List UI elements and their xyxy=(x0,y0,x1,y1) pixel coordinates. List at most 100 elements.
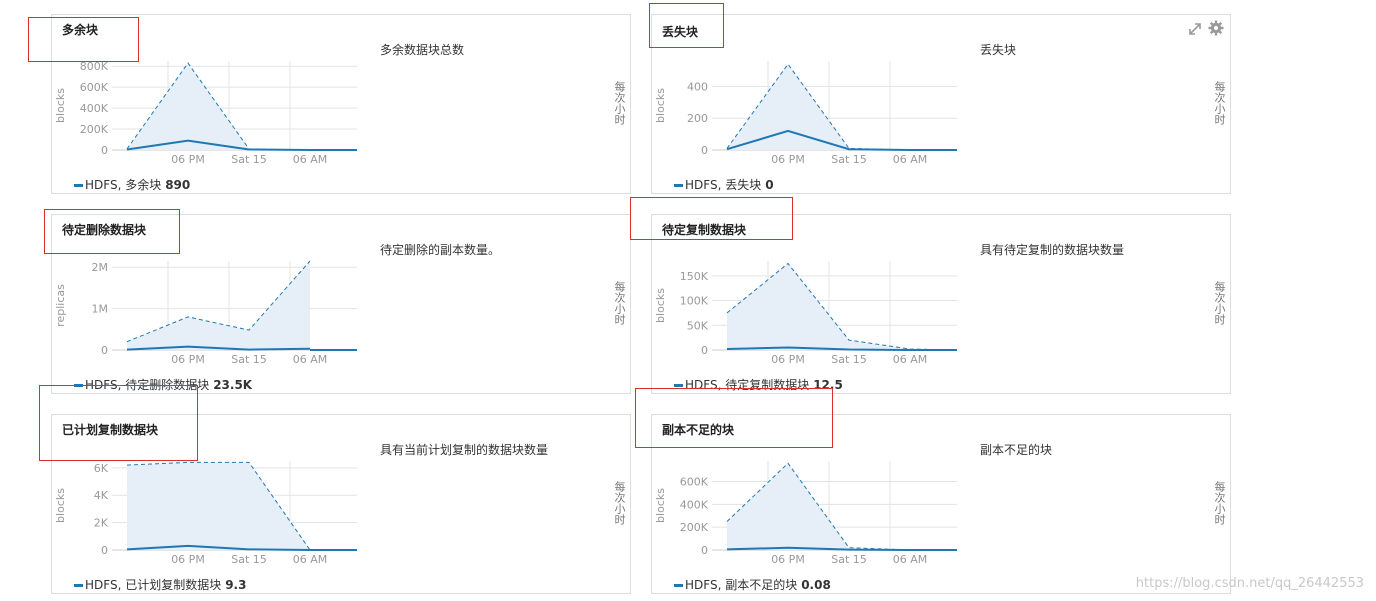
max-line xyxy=(126,461,311,551)
y-tick-label: 600K xyxy=(680,476,709,489)
panel-title: 多余块 xyxy=(62,23,99,37)
highlight-box-scheduled-replication xyxy=(39,385,198,461)
legend-swatch xyxy=(674,384,683,387)
y-axis-label: blocks xyxy=(54,488,67,523)
y-tick-label: 800K xyxy=(80,60,109,73)
range-area xyxy=(727,64,957,150)
x-tick-label: 06 AM xyxy=(893,353,928,366)
range-area xyxy=(127,462,310,550)
x-tick-label: Sat 15 xyxy=(831,553,867,566)
x-tick-label: Sat 15 xyxy=(231,353,267,366)
legend[interactable]: HDFS, 已计划复制数据块 9.3 xyxy=(74,576,246,593)
y-tick-label: 150K xyxy=(680,270,709,283)
y-tick-label: 400 xyxy=(687,80,708,93)
panel-description: 丢失块 xyxy=(980,43,1017,57)
y-tick-label: 1M xyxy=(92,303,109,316)
legend[interactable]: HDFS, 多余块 890 xyxy=(74,176,190,193)
x-tick-label: 06 PM xyxy=(771,153,805,166)
x-tick-label: Sat 15 xyxy=(831,153,867,166)
interval-label: 每次小时 xyxy=(613,481,626,525)
legend-value: 23.5K xyxy=(213,378,253,392)
panel-description: 具有当前计划复制的数据块数量 xyxy=(380,443,549,457)
legend[interactable]: HDFS, 副本不足的块 0.08 xyxy=(674,576,831,593)
range-area xyxy=(727,263,957,350)
chart-scheduled-replication-blocks: 0 2K 4K 6K 06 PM Sat 15 06 AM blocks xyxy=(54,461,357,566)
x-tick-label: 06 AM xyxy=(293,153,328,166)
y-axis-label: replicas xyxy=(54,284,67,327)
range-area xyxy=(727,463,957,550)
x-tick-label: 06 AM xyxy=(893,553,928,566)
y-axis-label: blocks xyxy=(54,88,67,123)
x-tick-label: 06 PM xyxy=(171,153,205,166)
watermark: https://blog.csdn.net/qq_26442553 xyxy=(1135,576,1364,591)
y-tick-label: 0 xyxy=(101,544,108,557)
highlight-box-under-replicated xyxy=(635,388,833,448)
y-tick-label: 600K xyxy=(80,81,109,94)
chart-pending-replication-blocks: 0 50K 100K 150K 06 PM Sat 15 06 AM blocks xyxy=(654,261,958,366)
panel-missing-blocks: 丢失块 丢失块 每次小时 0 200 400 06 PM Sat 15 06 xyxy=(651,14,1231,194)
x-tick-label: 06 AM xyxy=(293,353,328,366)
y-tick-label: 0 xyxy=(701,144,708,157)
panel-under-replicated-blocks: 副本不足的块 副本不足的块 每次小时 0 200K 400K 600K 06 PM Sat… xyxy=(651,414,1231,594)
panel-pending-deletion-blocks: 待定删除数据块 待定删除的副本数量。 每次小时 0 1M 2M 06 PM Sat 15… xyxy=(51,214,631,394)
x-tick-label: 06 PM xyxy=(171,553,205,566)
interval-label: 每次小时 xyxy=(1213,481,1226,525)
panel-title: 副本不足的块 xyxy=(662,423,735,437)
range-area xyxy=(127,63,357,150)
y-tick-label: 2M xyxy=(92,261,109,274)
y-tick-label: 0 xyxy=(101,144,108,157)
interval-label: 每次小时 xyxy=(1213,281,1226,325)
y-tick-label: 100K xyxy=(680,295,709,308)
mean-line xyxy=(126,345,311,351)
legend-swatch xyxy=(74,584,83,587)
legend-value: 0 xyxy=(765,178,774,192)
legend[interactable]: HDFS, 丢失块 0 xyxy=(674,176,774,193)
chart-excess-blocks: 0 200K 400K 600K 800K 06 PM Sat 15 06 AM blocks xyxy=(54,60,357,166)
legend-swatch xyxy=(674,584,683,587)
y-axis-label: blocks xyxy=(654,488,667,523)
panel-toolbar xyxy=(1186,19,1226,41)
y-axis-label: blocks xyxy=(654,88,667,123)
y-tick-label: 2K xyxy=(94,517,109,530)
mean-line xyxy=(126,139,357,151)
x-tick-label: 06 AM xyxy=(293,553,328,566)
x-tick-label: 06 PM xyxy=(771,353,805,366)
chart-pending-deletion-blocks: 0 1M 2M 06 PM Sat 15 06 AM replicas xyxy=(54,260,357,366)
y-tick-label: 0 xyxy=(701,344,708,357)
mean-line xyxy=(726,346,957,351)
legend-swatch xyxy=(74,184,83,187)
expand-icon[interactable] xyxy=(1189,23,1201,35)
legend-value: 890 xyxy=(165,178,191,192)
y-tick-label: 200 xyxy=(687,112,708,125)
legend-label: HDFS, 副本不足的块 xyxy=(685,578,798,592)
interval-label: 每次小时 xyxy=(613,281,626,325)
legend-value: 9.3 xyxy=(225,578,247,592)
legend-value: 0.08 xyxy=(801,578,831,592)
panel-title: 已计划复制数据块 xyxy=(62,423,159,437)
max-line xyxy=(726,462,957,551)
x-tick-label: Sat 15 xyxy=(231,153,267,166)
panel-description: 具有待定复制的数据块数量 xyxy=(980,243,1125,257)
panel-pending-replication-blocks: 待定复制数据块 具有待定复制的数据块数量 每次小时 0 50K 100K 150K 06… xyxy=(651,214,1231,394)
panel-excess-blocks: 多余块 多余数据块总数 每次小时 0 200K 400K 600K 800K 06 PM S… xyxy=(51,14,631,194)
legend-label: HDFS, 丢失块 xyxy=(685,178,762,192)
mean-line xyxy=(126,544,311,551)
chart-missing-blocks: 0 200 400 06 PM Sat 15 06 AM blocks xyxy=(654,61,957,166)
mean-line xyxy=(726,546,957,551)
panel-description: 副本不足的块 xyxy=(980,443,1053,457)
y-tick-label: 400K xyxy=(80,102,109,115)
x-tick-label: Sat 15 xyxy=(831,353,867,366)
y-tick-label: 0 xyxy=(701,544,708,557)
y-axis-label: blocks xyxy=(654,288,667,323)
y-tick-label: 4K xyxy=(94,489,109,502)
panel-title: 丢失块 xyxy=(662,25,699,39)
gear-icon[interactable] xyxy=(1208,20,1224,36)
highlight-box-missing xyxy=(649,3,724,48)
x-tick-label: 06 PM xyxy=(771,553,805,566)
x-tick-label: 06 PM xyxy=(171,353,205,366)
legend-swatch xyxy=(674,184,683,187)
panel-title: 待定删除数据块 xyxy=(62,223,147,237)
interval-label: 每次小时 xyxy=(613,81,626,125)
panel-description: 待定删除的副本数量。 xyxy=(380,243,501,257)
